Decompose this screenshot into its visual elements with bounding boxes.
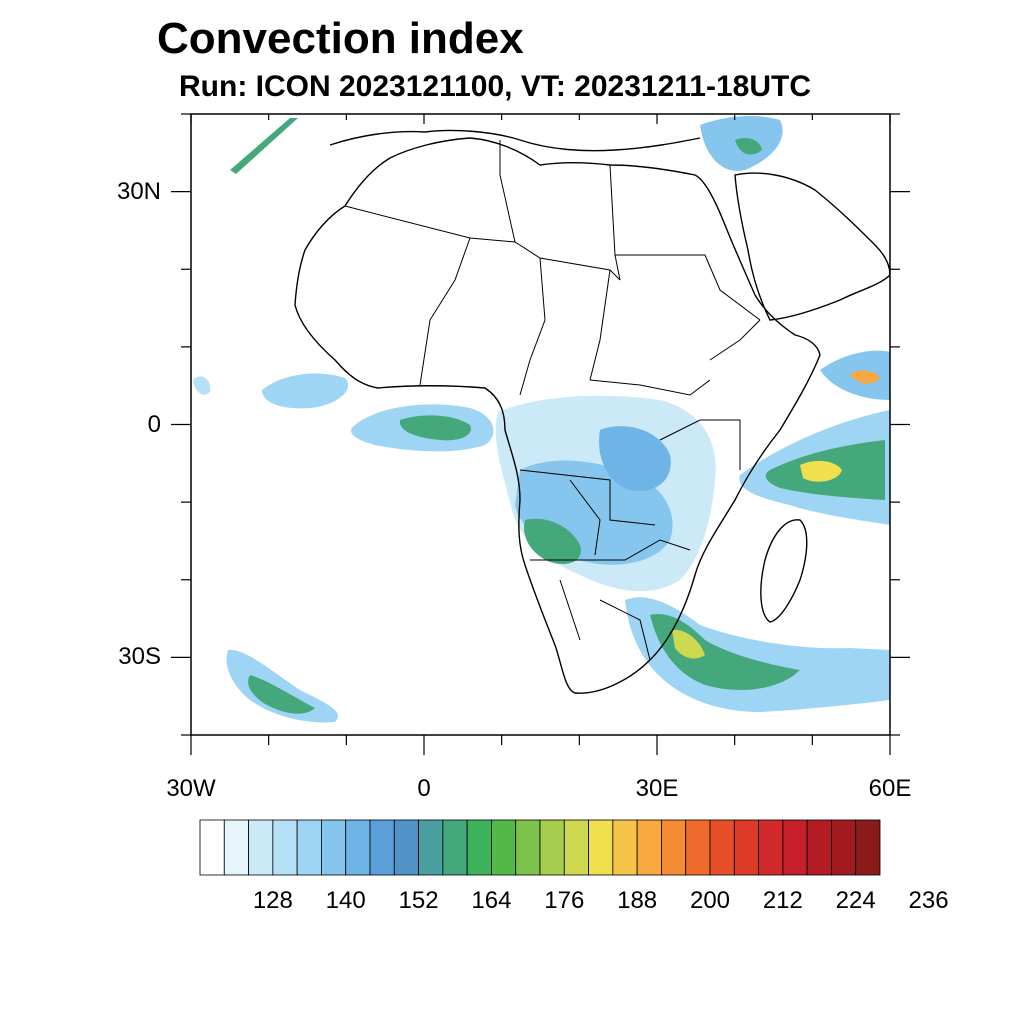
convection-field [193,115,890,723]
colorbar-swatch [272,819,298,876]
convection-region-se-africa [625,597,890,712]
colorbar-swatch [515,819,541,876]
lat-label: 30S [118,643,161,671]
lat-label: 0 [147,410,161,438]
madagascar-coastline [760,519,808,623]
colorbar-swatch [612,819,638,876]
convection-hotspot-indian-ocean [800,460,842,482]
lon-label: 0 [417,775,431,802]
convection-hotspot-ne-indian-ocean [850,370,880,384]
lon-label: 30E [635,775,679,802]
colorbar-label: 212 [762,887,803,914]
lat-label: 30N [116,177,161,205]
convection-streak-nw [230,118,298,174]
colorbar-swatch [831,819,857,876]
africa-coastline [294,137,821,694]
colorbar-swatch [248,819,274,876]
map-subtitle: Run: ICON 2023121100, VT: 20231211-18UTC [179,70,812,103]
mediterranean-coast [329,129,701,152]
colorbar-label: 140 [325,887,366,914]
colorbar-swatch [321,819,347,876]
colorbar-swatch [563,819,589,876]
lon-label: 30W [166,775,216,802]
lon-label: 60E [868,775,912,802]
colorbar-swatch [855,819,881,876]
colorbar-swatch [466,819,492,876]
colorbar-swatch [345,819,371,876]
colorbar-swatch [369,819,395,876]
colorbar-swatch [661,819,687,876]
convection-core-sw-atlantic [248,675,315,714]
colorbar-swatch [393,819,419,876]
colorbar-label: 128 [252,887,293,914]
colorbar-swatch [685,819,711,876]
convection-region-sw-atlantic [226,649,339,723]
colorbar-swatch [296,819,322,876]
convection-region-far-west [193,376,211,395]
colorbar-swatch [733,819,759,876]
convection-core-zambia [599,426,671,491]
colorbar-swatch [588,819,614,876]
convection-core-middle-east [735,138,762,155]
colorbar-swatch [709,819,735,876]
coastlines [294,129,890,694]
colorbar-swatch [539,819,565,876]
colorbar-swatch [223,819,249,876]
colorbar-label: 176 [544,887,585,914]
convection-region-west-atlantic [262,373,349,409]
convection-core-angola [524,518,581,565]
country-borders [344,140,761,661]
colorbar [199,819,881,876]
colorbar-swatch [418,819,444,876]
colorbar-label: 188 [617,887,658,914]
colorbar-label: 200 [689,887,731,914]
convection-core-se-africa [650,614,800,690]
colorbar-swatch [636,819,662,876]
convection-hotspot-se-africa [672,629,705,659]
colorbar-label: 224 [835,887,876,914]
colorbar-label: 164 [471,887,512,914]
colorbar-swatch [199,819,225,876]
convection-core-gulf-guinea [399,415,471,441]
colorbar-swatch [758,819,784,876]
colorbar-swatch [806,819,832,876]
colorbar-label: 236 [908,887,949,914]
colorbar-label: 152 [398,887,439,914]
map-title: Convection index [157,14,524,63]
colorbar-swatch [491,819,517,876]
axis-ticks [171,113,910,755]
arabia-coastline [734,172,890,321]
colorbar-swatch [442,819,468,876]
colorbar-swatch [782,819,808,876]
